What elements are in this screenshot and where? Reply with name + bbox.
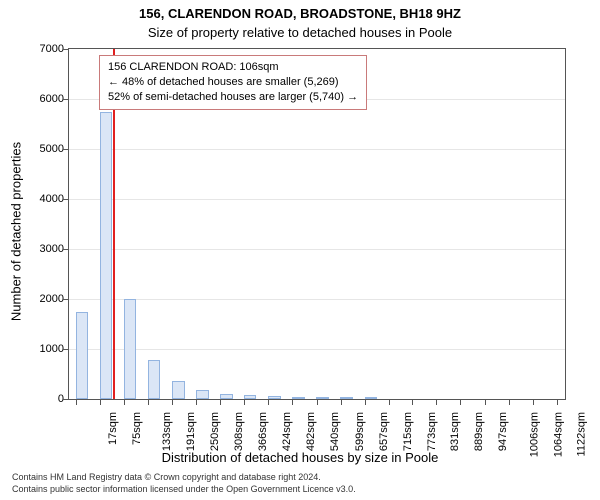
x-tick-mark xyxy=(341,400,342,405)
annotation-line3: 52% of semi-detached houses are larger (… xyxy=(108,90,358,105)
gridline xyxy=(69,349,565,350)
annotation-box: 156 CLARENDON ROAD: 106sqm ← 48% of deta… xyxy=(99,55,367,110)
chart-title-line1: 156, CLARENDON ROAD, BROADSTONE, BH18 9H… xyxy=(0,6,600,21)
x-tick-mark xyxy=(196,400,197,405)
gridline xyxy=(69,299,565,300)
x-tick-label: 1006sqm xyxy=(528,412,540,457)
x-tick-label: 1064sqm xyxy=(552,412,564,457)
x-tick-mark xyxy=(124,400,125,405)
x-tick-mark xyxy=(389,400,390,405)
y-tick-mark xyxy=(63,349,68,350)
x-tick-label: 191sqm xyxy=(185,412,197,451)
histogram-bar xyxy=(196,390,208,399)
x-tick-mark xyxy=(268,400,269,405)
histogram-bar xyxy=(244,395,256,399)
x-tick-mark xyxy=(509,400,510,405)
footnote-line2: Contains public sector information licen… xyxy=(12,484,356,494)
histogram-bar xyxy=(100,112,112,400)
footnote-line1: Contains HM Land Registry data © Crown c… xyxy=(12,472,321,482)
x-tick-label: 540sqm xyxy=(329,412,341,451)
gridline xyxy=(69,249,565,250)
y-tick-label: 1000 xyxy=(14,343,64,355)
x-tick-mark xyxy=(220,400,221,405)
y-tick-label: 0 xyxy=(14,393,64,405)
plot-area: 156 CLARENDON ROAD: 106sqm ← 48% of deta… xyxy=(68,48,566,400)
gridline xyxy=(69,149,565,150)
y-tick-mark xyxy=(63,299,68,300)
x-tick-label: 1122sqm xyxy=(575,412,587,456)
histogram-bar xyxy=(220,394,232,400)
histogram-bar xyxy=(292,397,304,399)
histogram-bar xyxy=(340,397,352,399)
y-tick-mark xyxy=(63,99,68,100)
x-tick-mark xyxy=(148,400,149,405)
x-tick-mark xyxy=(485,400,486,405)
histogram-bar xyxy=(268,396,280,399)
histogram-bar xyxy=(316,397,328,399)
gridline xyxy=(69,199,565,200)
x-tick-label: 715sqm xyxy=(402,412,414,451)
y-tick-label: 5000 xyxy=(14,143,64,155)
x-tick-mark xyxy=(292,400,293,405)
y-tick-label: 7000 xyxy=(14,43,64,55)
x-tick-mark xyxy=(244,400,245,405)
histogram-bar xyxy=(76,312,88,400)
x-tick-mark xyxy=(557,400,558,405)
x-tick-label: 657sqm xyxy=(378,412,390,451)
y-tick-mark xyxy=(63,399,68,400)
x-axis-label: Distribution of detached houses by size … xyxy=(0,450,600,465)
x-tick-mark xyxy=(460,400,461,405)
x-tick-label: 831sqm xyxy=(450,412,462,451)
histogram-bar xyxy=(365,397,377,399)
chart-title-line2: Size of property relative to detached ho… xyxy=(0,25,600,40)
y-tick-mark xyxy=(63,249,68,250)
x-tick-mark xyxy=(412,400,413,405)
x-tick-label: 773sqm xyxy=(426,412,438,451)
x-tick-mark xyxy=(317,400,318,405)
x-tick-label: 366sqm xyxy=(257,412,269,451)
x-tick-label: 133sqm xyxy=(161,412,173,451)
x-tick-mark xyxy=(172,400,173,405)
x-tick-label: 599sqm xyxy=(354,412,366,451)
annotation-line2: ← 48% of detached houses are smaller (5,… xyxy=(108,75,358,90)
x-tick-label: 308sqm xyxy=(233,412,245,451)
x-tick-label: 424sqm xyxy=(281,412,293,451)
x-tick-label: 482sqm xyxy=(305,412,317,451)
x-tick-label: 75sqm xyxy=(131,412,143,445)
x-tick-mark xyxy=(533,400,534,405)
annotation-line1: 156 CLARENDON ROAD: 106sqm xyxy=(108,60,358,75)
y-tick-mark xyxy=(63,149,68,150)
y-tick-mark xyxy=(63,199,68,200)
y-tick-mark xyxy=(63,49,68,50)
histogram-bar xyxy=(148,360,160,399)
y-tick-label: 4000 xyxy=(14,193,64,205)
x-tick-mark xyxy=(436,400,437,405)
x-tick-label: 250sqm xyxy=(209,412,221,451)
histogram-bar xyxy=(172,381,184,399)
x-tick-label: 947sqm xyxy=(498,412,510,451)
x-tick-mark xyxy=(100,400,101,405)
x-tick-label: 889sqm xyxy=(474,412,486,451)
x-tick-mark xyxy=(76,400,77,405)
x-tick-label: 17sqm xyxy=(107,412,119,445)
y-tick-label: 2000 xyxy=(14,293,64,305)
histogram-bar xyxy=(124,299,136,399)
y-tick-label: 3000 xyxy=(14,243,64,255)
x-tick-mark xyxy=(365,400,366,405)
y-tick-label: 6000 xyxy=(14,93,64,105)
